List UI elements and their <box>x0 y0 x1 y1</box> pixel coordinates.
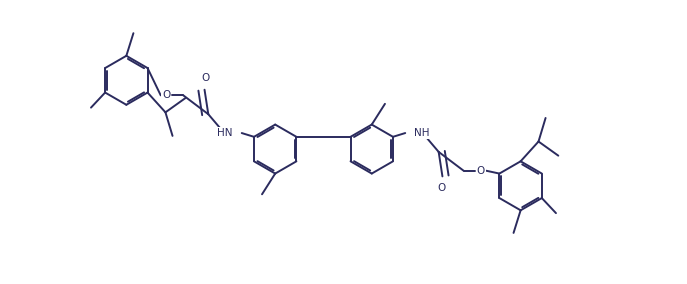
Text: O: O <box>162 90 170 100</box>
Text: O: O <box>437 183 445 193</box>
Text: O: O <box>202 73 210 83</box>
Text: HN: HN <box>217 128 233 138</box>
Text: NH: NH <box>414 128 429 138</box>
Text: O: O <box>477 166 485 176</box>
